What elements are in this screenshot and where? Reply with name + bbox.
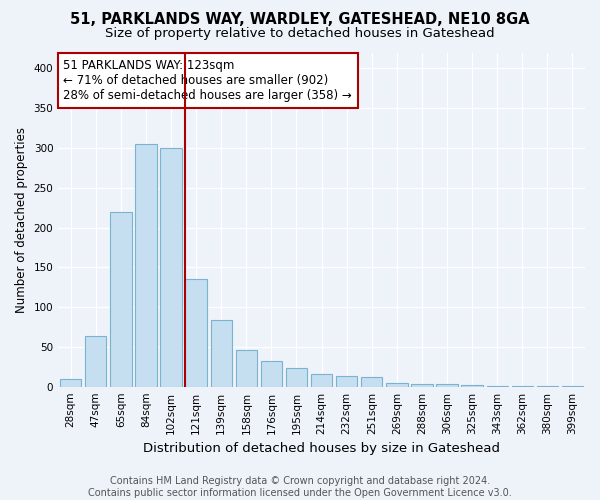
- X-axis label: Distribution of detached houses by size in Gateshead: Distribution of detached houses by size …: [143, 442, 500, 455]
- Bar: [286, 368, 307, 386]
- Bar: [261, 361, 282, 386]
- Bar: [136, 144, 157, 386]
- Bar: [361, 377, 382, 386]
- Bar: [85, 336, 106, 386]
- Bar: [461, 385, 483, 386]
- Text: Contains HM Land Registry data © Crown copyright and database right 2024.
Contai: Contains HM Land Registry data © Crown c…: [88, 476, 512, 498]
- Bar: [411, 384, 433, 386]
- Bar: [311, 374, 332, 386]
- Text: 51 PARKLANDS WAY: 123sqm
← 71% of detached houses are smaller (902)
28% of semi-: 51 PARKLANDS WAY: 123sqm ← 71% of detach…: [64, 59, 352, 102]
- Bar: [336, 376, 358, 386]
- Text: Size of property relative to detached houses in Gateshead: Size of property relative to detached ho…: [105, 28, 495, 40]
- Bar: [236, 350, 257, 387]
- Bar: [60, 378, 82, 386]
- Bar: [436, 384, 458, 386]
- Bar: [185, 280, 207, 386]
- Y-axis label: Number of detached properties: Number of detached properties: [15, 126, 28, 312]
- Bar: [386, 382, 407, 386]
- Bar: [160, 148, 182, 386]
- Text: 51, PARKLANDS WAY, WARDLEY, GATESHEAD, NE10 8GA: 51, PARKLANDS WAY, WARDLEY, GATESHEAD, N…: [70, 12, 530, 28]
- Bar: [110, 212, 131, 386]
- Bar: [211, 320, 232, 386]
